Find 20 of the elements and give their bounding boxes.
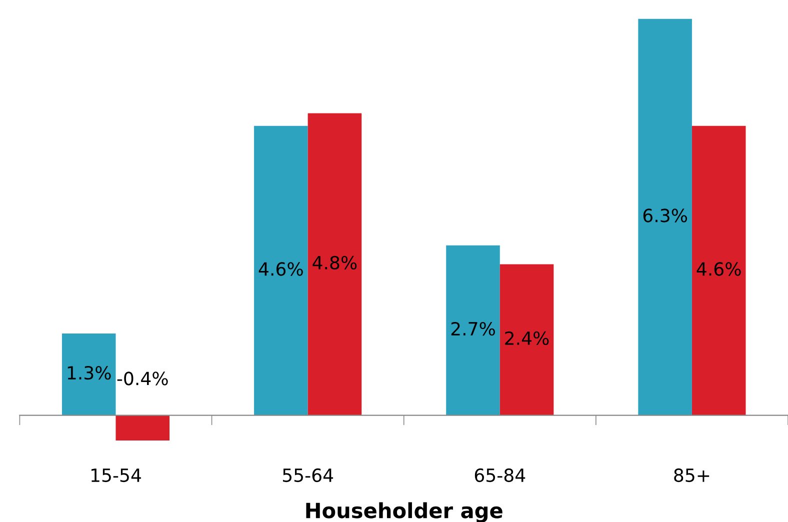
bar [308, 113, 362, 416]
bar [500, 264, 554, 416]
x-tick-label: 65-84 [474, 468, 526, 482]
bar [638, 18, 692, 416]
data-label: -0.4% [117, 372, 168, 386]
bar [254, 126, 308, 416]
data-label: 4.6% [258, 262, 303, 276]
bar [62, 334, 116, 416]
data-label: 4.6% [696, 262, 741, 276]
data-label: 2.7% [451, 322, 495, 336]
bar [116, 415, 170, 440]
bar [446, 245, 500, 416]
x-tick-label: 55-64 [282, 468, 334, 482]
data-label: 4.8% [312, 256, 357, 270]
bar [692, 126, 746, 416]
data-label: 2.4% [505, 331, 549, 346]
data-label: 1.3% [68, 366, 111, 380]
data-label: 6.3% [643, 208, 688, 222]
x-tick-label: 85+ [674, 468, 710, 482]
x-tick-label: 15-54 [91, 468, 141, 482]
